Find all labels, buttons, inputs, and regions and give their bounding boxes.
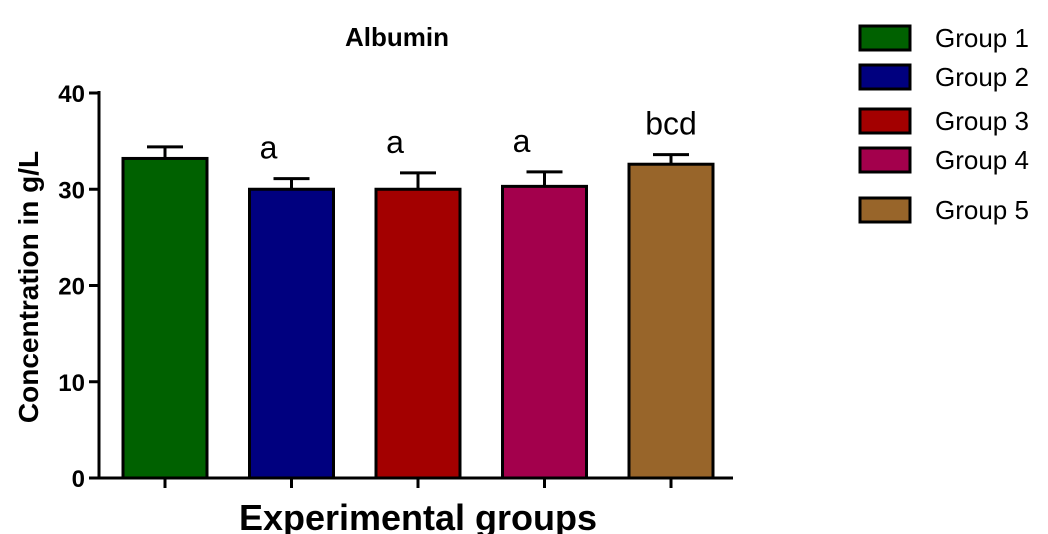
y-axis-label: Concentration in g/L (13, 151, 44, 423)
significance-label-2: a (260, 130, 278, 166)
y-tick-label-0: 0 (72, 466, 85, 493)
significance-label-4: a (513, 123, 531, 159)
bar-5 (627, 162, 715, 480)
legend-swatch-5 (858, 196, 912, 224)
y-tick-label-40: 40 (58, 81, 85, 108)
legend-label-5: Group 5 (935, 195, 1029, 225)
bar-3 (374, 187, 462, 480)
bar-2 (248, 187, 335, 480)
significance-label-3: a (386, 124, 404, 160)
legend-swatch-4 (858, 146, 912, 174)
legend-label-4: Group 4 (935, 145, 1029, 175)
legend-label-2: Group 2 (935, 62, 1029, 92)
legend-swatch-1 (858, 24, 912, 52)
bar-4 (501, 184, 588, 480)
significance-label-5: bcd (645, 106, 697, 142)
x-axis-label: Experimental groups (239, 497, 597, 534)
y-tick-label-10: 10 (58, 370, 85, 397)
legend-swatch-2 (858, 63, 912, 91)
plot-area: a a a bcd 0 10 20 30 40 (58, 81, 733, 493)
bar-1 (121, 156, 209, 480)
y-tick-label-20: 20 (58, 274, 85, 301)
legend: Group 1 Group 2 Group 3 Group 4 Group 5 (858, 23, 1029, 225)
legend-label-3: Group 3 (935, 106, 1029, 136)
chart-title: Albumin (345, 22, 449, 52)
legend-swatch-3 (858, 107, 912, 135)
legend-label-1: Group 1 (935, 23, 1029, 53)
y-tick-label-30: 30 (58, 177, 85, 204)
